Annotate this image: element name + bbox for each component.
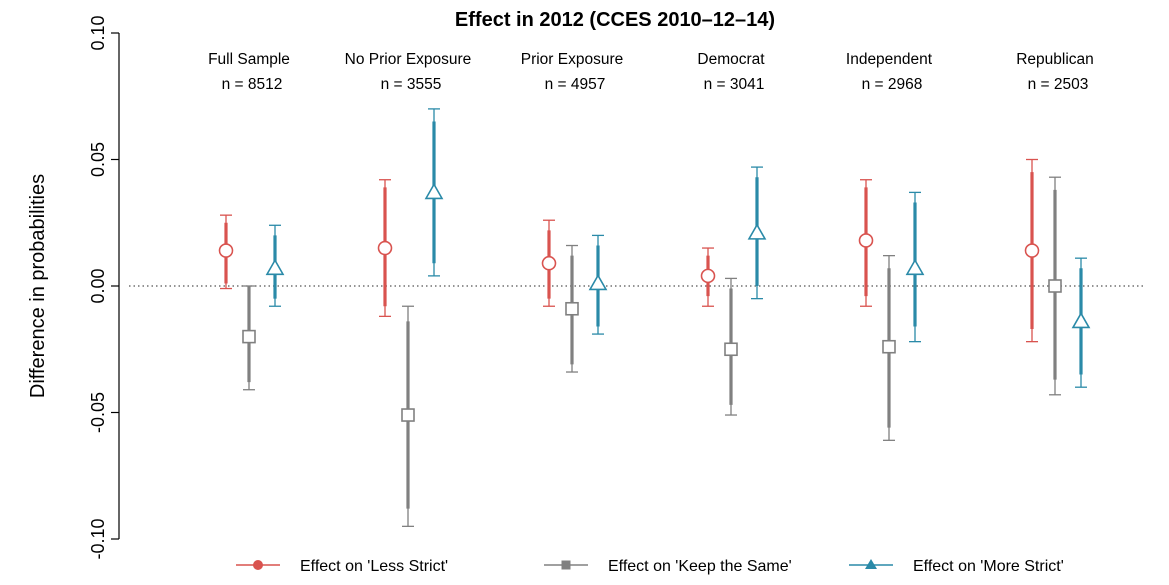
group-name-label: No Prior Exposure: [345, 51, 472, 68]
y-axis-label: Difference in probabilities: [27, 174, 49, 398]
series-group: [265, 108, 1091, 388]
legend-triangle-icon: [865, 559, 877, 569]
point-estimate-triangle: [424, 182, 444, 200]
group-name-label: Independent: [846, 51, 933, 68]
group-n-label: n = 2968: [862, 76, 923, 93]
point-estimate-circle: [700, 268, 716, 284]
group-n-label: n = 3041: [704, 76, 765, 93]
legend-label: Effect on 'Less Strict': [300, 558, 448, 575]
y-tick-label: -0.05: [88, 392, 108, 433]
point-estimate-square: [242, 329, 256, 344]
chart-marks: [218, 108, 1091, 527]
group-labels: Full Sample n = 8512 No Prior Exposure n = …: [208, 51, 1094, 93]
point-estimate-square: [882, 339, 896, 354]
y-axis: 0.10 0.05 0.00 -0.05 -0.10: [88, 15, 120, 560]
group-n-label: n = 2503: [1028, 76, 1089, 93]
chart-title: Effect in 2012 (CCES 2010–12–14): [455, 9, 775, 31]
legend-label: Effect on 'Keep the Same': [608, 558, 792, 575]
point-estimate-square: [401, 408, 415, 422]
group-name-label: Full Sample: [208, 51, 290, 68]
point-estimate-triangle: [747, 223, 767, 240]
group-n-label: n = 3555: [381, 76, 442, 93]
group-name-label: Democrat: [697, 51, 765, 68]
point-estimate-square: [1048, 279, 1062, 293]
point-estimate-triangle: [588, 273, 608, 291]
group-name-label: Prior Exposure: [521, 51, 624, 68]
legend: Effect on 'Less Strict' Effect on 'Keep t…: [236, 558, 1064, 575]
group-name-label: Republican: [1016, 51, 1094, 68]
point-estimate-circle: [541, 255, 557, 271]
point-estimate-circle: [218, 243, 234, 258]
point-estimate-triangle: [905, 258, 925, 276]
point-estimate-square: [565, 301, 579, 316]
group-n-label: n = 8512: [222, 76, 283, 93]
point-estimate-circle: [858, 233, 874, 248]
legend-label: Effect on 'More Strict': [913, 558, 1064, 575]
point-estimate-square: [724, 342, 738, 357]
group-n-label: n = 4957: [545, 76, 606, 93]
y-tick-label: -0.10: [88, 518, 108, 559]
point-estimate-triangle: [1071, 311, 1091, 329]
legend-circle-icon: [253, 560, 263, 570]
series-group: [218, 158, 1040, 343]
y-tick-label: 0.00: [88, 268, 108, 303]
series-group: [242, 176, 1062, 527]
point-estimate-triangle: [265, 258, 285, 276]
legend-square-icon: [561, 560, 571, 570]
point-estimate-circle: [377, 240, 393, 256]
point-estimate-circle: [1024, 243, 1040, 258]
y-tick-label: 0.10: [88, 15, 108, 50]
y-tick-label: 0.05: [88, 142, 108, 177]
